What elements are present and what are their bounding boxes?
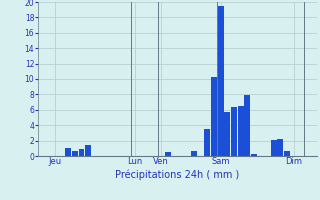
Bar [85,145,91,156]
X-axis label: Précipitations 24h ( mm ): Précipitations 24h ( mm ) [116,169,240,180]
Bar [191,151,197,156]
Bar [211,77,217,156]
Bar [165,152,171,156]
Bar [204,129,211,156]
Bar [284,151,290,156]
Bar [218,6,224,156]
Bar [224,112,230,156]
Bar [244,95,250,156]
Bar [277,139,283,156]
Bar [78,149,84,156]
Bar [231,107,237,156]
Bar [72,151,78,156]
Bar [237,106,244,156]
Bar [65,148,71,156]
Bar [271,140,277,156]
Bar [251,154,257,156]
